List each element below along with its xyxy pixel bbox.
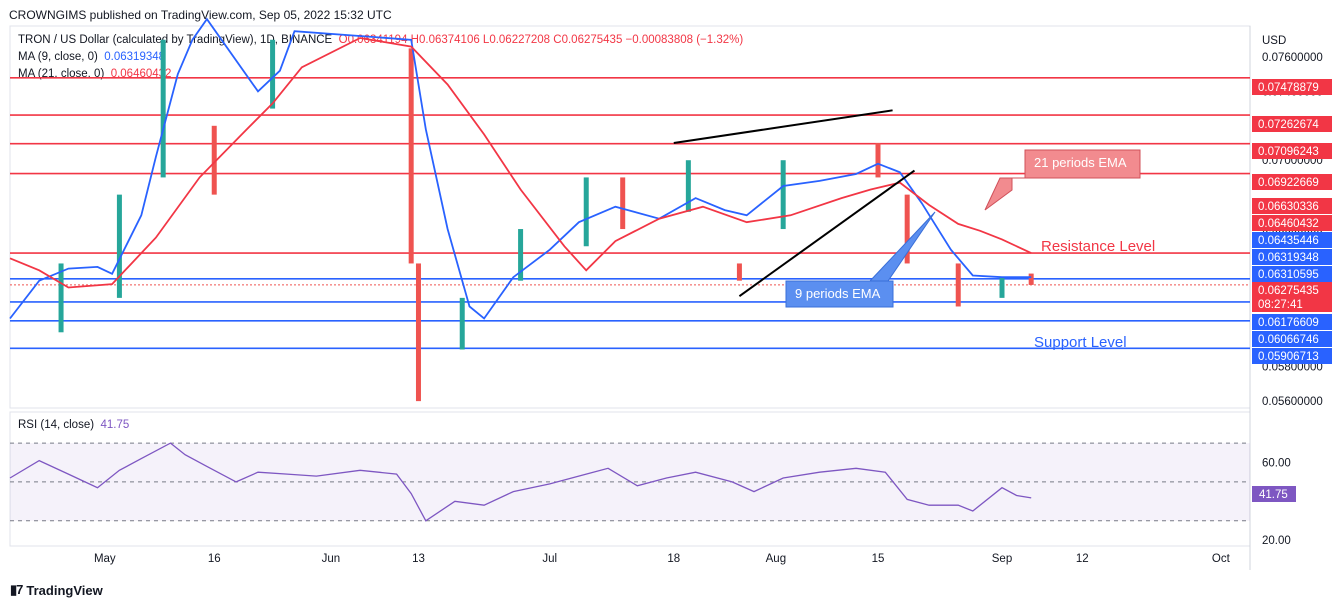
price-tag	[1252, 116, 1332, 132]
price-tag	[1252, 266, 1332, 282]
price-tag	[1252, 79, 1332, 95]
price-tag	[1252, 143, 1332, 159]
price-tag	[1252, 232, 1332, 248]
support-level-label: Support Level	[1034, 334, 1127, 351]
published-header: CROWNGIMS published on TradingView.com, …	[9, 8, 392, 22]
price-tag	[1252, 215, 1332, 231]
tradingview-footer: ▮7 TradingView	[10, 582, 103, 598]
ma21-line	[9, 37, 1032, 289]
trendline	[738, 169, 916, 297]
time-tick: 16	[208, 553, 221, 565]
ma9-legend: MA (9, close, 0) 0.06319348	[18, 51, 165, 63]
rsi-line	[9, 442, 1032, 522]
price-tag-text: 0.07262674	[1258, 119, 1319, 131]
rsi-tick: 20.00	[1262, 535, 1291, 547]
symbol-title: TRON / US Dollar (calculated by TradingV…	[18, 34, 333, 46]
ma21-value: 0.06460432	[110, 68, 172, 80]
currency-label: USD	[1262, 35, 1286, 47]
price-tag-text: 08:27:41	[1258, 299, 1303, 311]
time-tick: Oct	[1212, 553, 1231, 565]
candle	[415, 263, 421, 402]
candle	[518, 229, 524, 281]
candle	[408, 48, 414, 264]
price-tag	[1252, 314, 1332, 330]
price-tag-text: 0.06922669	[1258, 177, 1319, 189]
time-tick: 12	[1076, 553, 1089, 565]
candle	[904, 194, 910, 264]
price-tag-text: 0.06275435	[1258, 285, 1319, 297]
ema21-callout-text: 21 periods EMA	[1034, 155, 1127, 170]
rsi-value: 41.75	[100, 419, 130, 431]
price-tag	[1252, 348, 1332, 364]
price-tag-text: 0.06310595	[1258, 269, 1319, 281]
candle	[685, 160, 691, 212]
ema9-callout-text: 9 periods EMA	[795, 286, 881, 301]
ma9-line	[9, 17, 1032, 320]
price-tag-text: 0.06630336	[1258, 201, 1319, 213]
ma21-label: MA (21, close, 0)	[18, 68, 105, 80]
time-tick: Aug	[766, 553, 786, 565]
price-tag	[1252, 331, 1332, 347]
time-tick: Jun	[322, 553, 341, 565]
ma21-legend: MA (21, close, 0) 0.06460432	[18, 68, 171, 80]
candle	[780, 160, 786, 230]
time-tick: May	[94, 553, 116, 565]
time-tick: Jul	[542, 553, 557, 565]
price-tick: 0.05800000	[1262, 362, 1323, 374]
candle	[116, 194, 122, 298]
price-tag	[1252, 198, 1332, 214]
time-tick: 13	[412, 553, 425, 565]
candle	[736, 263, 742, 281]
candle	[955, 263, 961, 307]
price-tag-text: 0.07096243	[1258, 146, 1319, 158]
time-tick: 18	[667, 553, 680, 565]
rsi-tag	[1252, 486, 1296, 502]
ema9-callout	[785, 211, 936, 308]
candle	[58, 263, 64, 333]
price-tag	[1252, 174, 1332, 190]
ma9-value: 0.06319348	[104, 51, 166, 63]
candle	[270, 39, 276, 109]
resistance-level-label: Resistance Level	[1041, 238, 1155, 255]
price-tag-text: 0.06066746	[1258, 334, 1319, 346]
rsi-label: RSI (14, close)	[18, 419, 95, 431]
time-tick: 15	[872, 553, 885, 565]
time-tick: Sep	[992, 553, 1012, 565]
price-tag-text: 0.06435446	[1258, 235, 1319, 247]
tradingview-brand: TradingView	[26, 582, 103, 598]
ma9-label: MA (9, close, 0)	[18, 51, 98, 63]
price-tick: 0.07600000	[1262, 52, 1323, 64]
rsi-tag-text: 41.75	[1259, 489, 1288, 501]
price-chart[interactable]: USD 0.076000000.074000000.072000000.0700…	[0, 0, 1338, 570]
rsi-legend: RSI (14, close) 41.75	[18, 419, 129, 431]
price-tag-text: 0.07478879	[1258, 82, 1319, 94]
trendline	[673, 109, 893, 144]
ohlc-values: O0.06341194 H0.06374106 L0.06227208 C0.0…	[338, 34, 744, 46]
candle	[160, 39, 166, 178]
candle	[1028, 273, 1034, 285]
symbol-legend: TRON / US Dollar (calculated by TradingV…	[18, 34, 743, 46]
candle	[459, 297, 465, 350]
candle	[211, 125, 217, 195]
price-tag	[1252, 282, 1332, 298]
rsi-tick: 60.00	[1262, 457, 1291, 469]
candle	[583, 177, 589, 247]
candle	[999, 277, 1005, 298]
price-tick: 0.05600000	[1262, 396, 1323, 408]
price-tag	[1252, 249, 1332, 265]
tradingview-logo-icon: ▮7	[10, 582, 23, 597]
price-tag	[1252, 296, 1332, 312]
ema21-callout	[984, 149, 1141, 211]
price-tag-text: 0.05906713	[1258, 351, 1319, 363]
candle	[875, 143, 881, 178]
price-tag-text: 0.06460432	[1258, 218, 1319, 230]
candle	[620, 177, 626, 230]
price-tag-text: 0.06319348	[1258, 252, 1319, 264]
price-tag-text: 0.06176609	[1258, 317, 1319, 329]
